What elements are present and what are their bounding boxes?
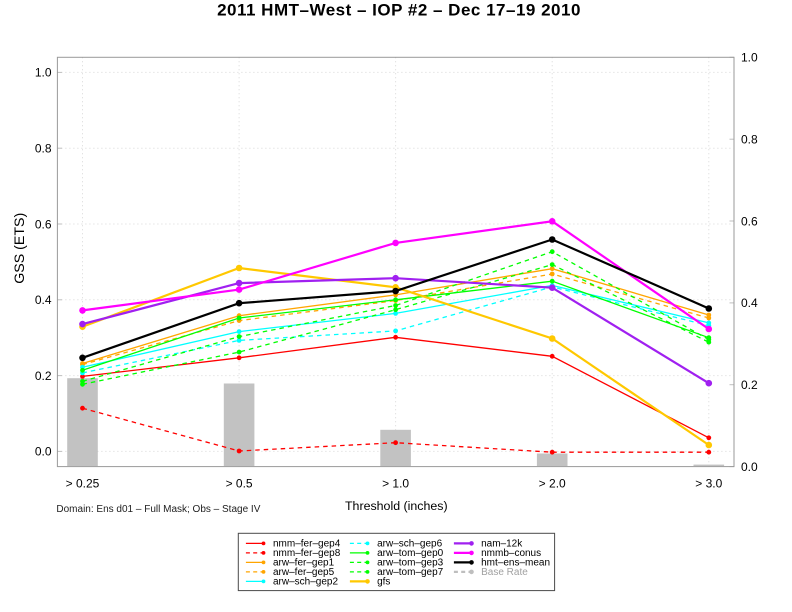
svg-text:gfs: gfs: [377, 577, 390, 588]
svg-text:arw–sch–gep6: arw–sch–gep6: [377, 539, 442, 550]
svg-text:arw–fer–gep5: arw–fer–gep5: [273, 567, 335, 578]
svg-text:0.4: 0.4: [35, 293, 52, 307]
svg-text:> 0.5: > 0.5: [226, 476, 253, 490]
svg-text:nam–12k: nam–12k: [481, 539, 523, 550]
svg-text:nmm–fer–gep8: nmm–fer–gep8: [273, 548, 341, 559]
svg-text:0.2: 0.2: [741, 378, 758, 392]
svg-text:0.0: 0.0: [35, 445, 52, 459]
svg-text:> 0.25: > 0.25: [66, 476, 100, 490]
svg-text:> 2.0: > 2.0: [539, 476, 566, 490]
svg-text:0.2: 0.2: [35, 369, 52, 383]
svg-text:arw–sch–gep2: arw–sch–gep2: [273, 577, 338, 588]
svg-text:1.0: 1.0: [35, 66, 52, 80]
svg-text:> 3.0: > 3.0: [695, 476, 722, 490]
svg-text:arw–tom–gep3: arw–tom–gep3: [377, 558, 444, 569]
svg-text:nmmb–conus: nmmb–conus: [481, 548, 541, 559]
svg-text:0.6: 0.6: [35, 217, 52, 231]
svg-text:GSS (ETS): GSS (ETS): [12, 213, 28, 284]
svg-text:0.6: 0.6: [741, 214, 758, 228]
svg-text:0.4: 0.4: [741, 296, 758, 310]
svg-text:Domain: Ens d01 – Full Mask; O: Domain: Ens d01 – Full Mask; Obs – Stage…: [56, 504, 260, 515]
svg-text:arw–tom–gep7: arw–tom–gep7: [377, 567, 444, 578]
svg-text:Threshold (inches): Threshold (inches): [345, 499, 448, 513]
svg-text:2011 HMT–West – IOP #2 – Dec 1: 2011 HMT–West – IOP #2 – Dec 17–19 2010: [217, 0, 581, 19]
svg-text:0.8: 0.8: [35, 142, 52, 156]
svg-text:hmt–ens–mean: hmt–ens–mean: [481, 558, 550, 569]
svg-text:0.0: 0.0: [741, 460, 758, 474]
svg-text:Base Rate: Base Rate: [481, 567, 528, 578]
svg-text:> 1.0: > 1.0: [382, 476, 409, 490]
svg-text:0.8: 0.8: [741, 133, 758, 147]
svg-text:nmm–fer–gep4: nmm–fer–gep4: [273, 539, 341, 550]
svg-text:1.0: 1.0: [741, 51, 758, 65]
svg-text:arw–tom–gep0: arw–tom–gep0: [377, 548, 444, 559]
svg-text:arw–fer–gep1: arw–fer–gep1: [273, 558, 335, 569]
